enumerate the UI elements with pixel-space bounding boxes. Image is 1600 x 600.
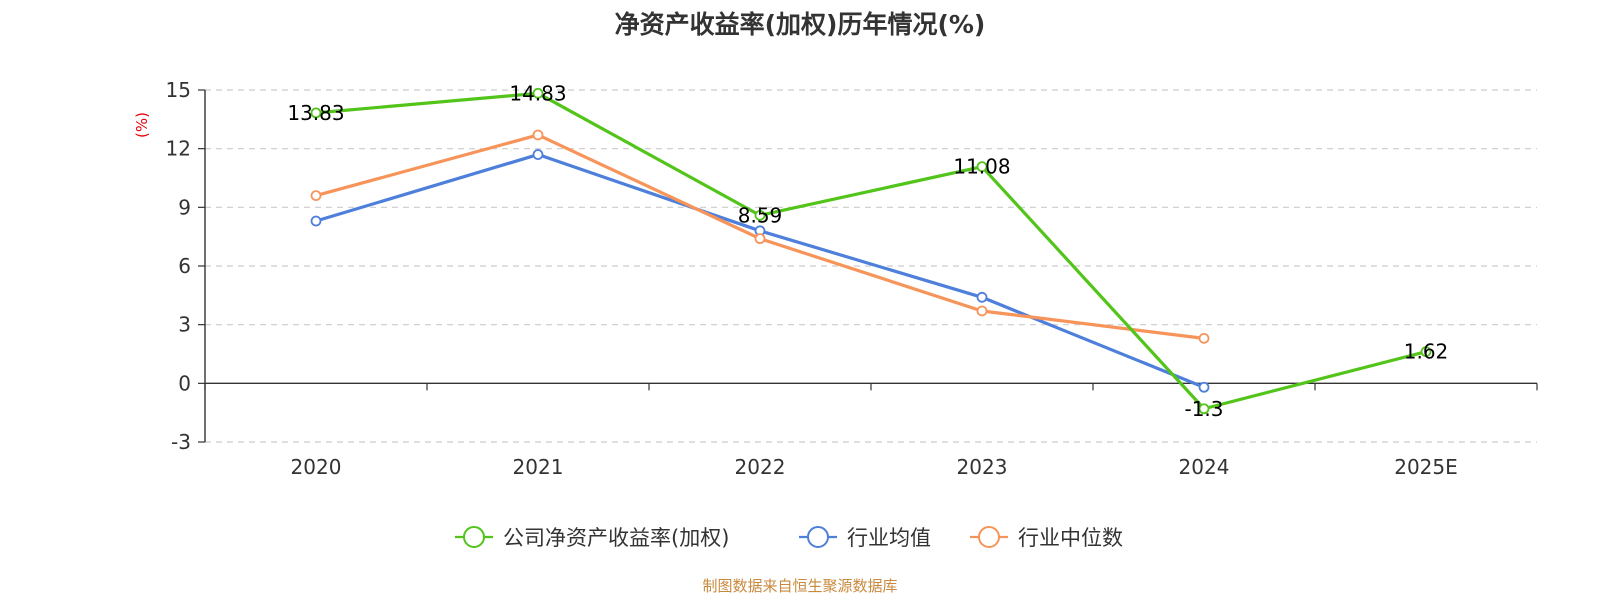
legend-label: 行业中位数 (1018, 526, 1123, 550)
series-point (754, 233, 766, 245)
legend-item[interactable]: 行业均值 (799, 526, 931, 550)
legend-marker (463, 526, 485, 548)
y-tick-label: -3 (171, 430, 191, 454)
series-line (315, 91, 1427, 411)
series-lines (310, 87, 1432, 415)
x-tick-label: 2022 (735, 455, 786, 479)
legend-marker (807, 526, 829, 548)
series-point (532, 129, 544, 141)
data-labels: 13.83 14.83 8.59 11.08 -1.3 1.62 (287, 81, 1448, 420)
series-point (1198, 403, 1210, 415)
source-note: 制图数据来自恒生聚源数据库 (702, 577, 897, 595)
series-point (754, 209, 766, 221)
x-tick-label: 2024 (1179, 455, 1230, 479)
data-label: 1.62 (1404, 340, 1449, 364)
axes: 15 12 9 6 3 0 -3 2020 2021 2022 2023 2024 2025E (166, 78, 1538, 479)
legend-marker (978, 526, 1000, 548)
y-tick-label: 12 (166, 137, 191, 161)
x-tick-label: 2020 (291, 455, 342, 479)
x-tick-label: 2023 (957, 455, 1008, 479)
data-label: 13.83 (287, 101, 344, 125)
series-point (1198, 381, 1210, 393)
y-axis-label: (%) (133, 112, 151, 138)
data-label: 14.83 (509, 81, 566, 105)
series-point (310, 190, 322, 202)
x-tick-label: 2025E (1394, 455, 1458, 479)
y-tick-label: 6 (178, 254, 191, 278)
y-tick-label: 0 (178, 371, 191, 395)
data-label: 11.08 (953, 155, 1010, 179)
y-tick-label: 15 (166, 78, 191, 102)
series-point (310, 215, 322, 227)
legend-item[interactable]: 公司净资产收益率(加权) (455, 526, 729, 550)
legend-item[interactable]: 行业中位数 (970, 526, 1123, 550)
series-point (976, 305, 988, 317)
series-point (976, 291, 988, 303)
x-tick-label: 2021 (513, 455, 564, 479)
series-point (1420, 346, 1432, 358)
chart-title: 净资产收益率(加权)历年情况(%) (615, 10, 986, 39)
series-line (315, 152, 1205, 389)
y-tick-label: 9 (178, 195, 191, 219)
legend-label: 公司净资产收益率(加权) (503, 526, 729, 550)
series-point (310, 107, 322, 119)
data-label: 8.59 (738, 203, 783, 227)
data-label: -1.3 (1184, 397, 1223, 421)
series-point (532, 87, 544, 99)
legend[interactable]: 公司净资产收益率(加权) 行业均值 行业中位数 (455, 526, 1123, 550)
grid-lines (205, 89, 1537, 443)
y-tick-label: 3 (178, 313, 191, 337)
series-point (1198, 332, 1210, 344)
legend-label: 行业均值 (847, 526, 931, 550)
series-point (976, 161, 988, 173)
series-point (532, 149, 544, 160)
